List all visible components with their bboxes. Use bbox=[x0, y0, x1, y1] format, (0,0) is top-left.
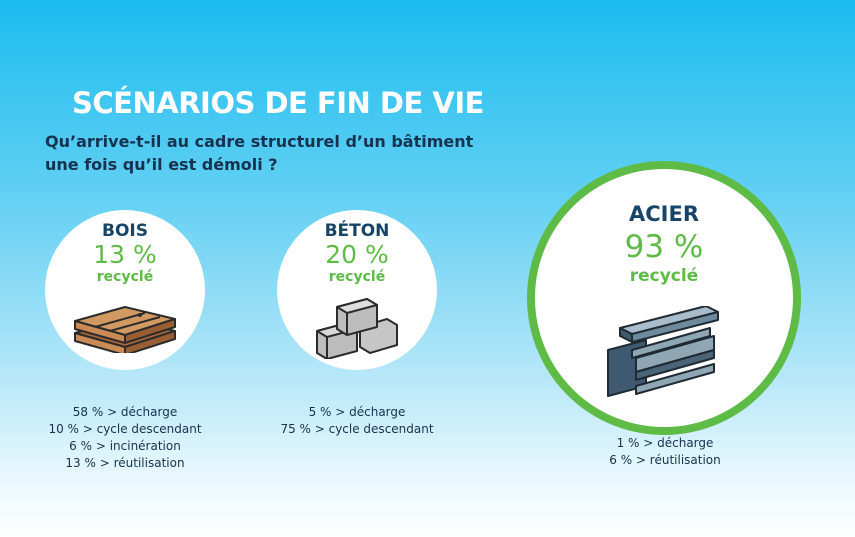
detail-line: 5 % > décharge bbox=[308, 405, 406, 419]
steel-beams-icon bbox=[607, 306, 719, 397]
page-title: SCÉNARIOS DE FIN DE VIE bbox=[72, 86, 484, 120]
material-name: ACIER bbox=[629, 202, 699, 226]
recycled-label: recyclé bbox=[96, 269, 154, 285]
page-subtitle: Qu’arrive-t-il au cadre structurel d’un … bbox=[45, 132, 474, 174]
concrete-details: 5 % > décharge 75 % > cycle descendant bbox=[277, 404, 437, 438]
steel-details: 1 % > décharge 6 % > réutilisation bbox=[530, 435, 800, 469]
detail-line: 1 % > décharge bbox=[616, 436, 714, 450]
concrete-circle: BÉTON 20 % recyclé bbox=[277, 210, 437, 370]
detail-line: 13 % > réutilisation bbox=[65, 456, 185, 470]
recycled-label: recyclé bbox=[629, 266, 699, 286]
detail-line: 75 % > cycle descendant bbox=[280, 422, 434, 436]
recycled-percent: 93 % bbox=[624, 229, 704, 265]
material-name: BÉTON bbox=[324, 221, 390, 241]
detail-line: 10 % > cycle descendant bbox=[48, 422, 202, 436]
detail-line: 6 % > incinération bbox=[69, 439, 181, 453]
wood-details: 58 % > décharge 10 % > cycle descendant … bbox=[45, 404, 205, 472]
steel-circle: ACIER 93 % recyclé bbox=[527, 161, 801, 435]
recycled-percent: 13 % bbox=[93, 240, 157, 269]
recycled-label: recyclé bbox=[328, 269, 386, 285]
wood-planks-icon bbox=[74, 306, 176, 353]
concrete-blocks-icon bbox=[316, 298, 398, 359]
wood-circle: BOIS 13 % recyclé bbox=[45, 210, 205, 370]
detail-line: 6 % > réutilisation bbox=[609, 453, 721, 467]
material-name: BOIS bbox=[102, 221, 148, 241]
detail-line: 58 % > décharge bbox=[72, 405, 178, 419]
recycled-percent: 20 % bbox=[325, 240, 389, 269]
